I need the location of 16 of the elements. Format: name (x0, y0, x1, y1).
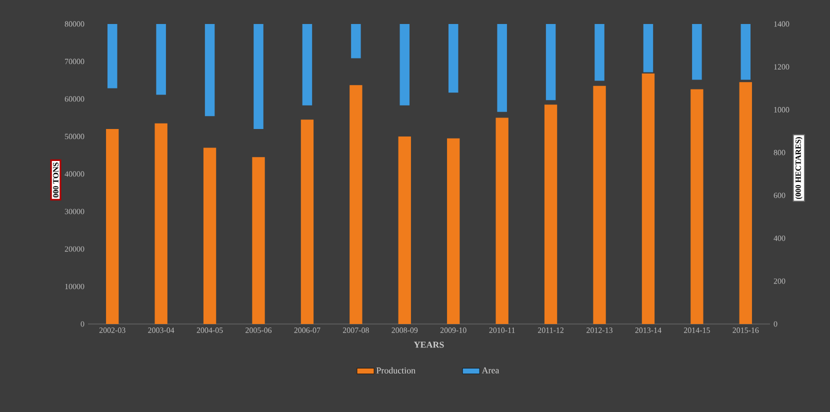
legend-label: Area (482, 367, 500, 374)
legend-label: Production (376, 367, 416, 374)
bar (154, 123, 168, 324)
bar (447, 138, 460, 324)
bar (252, 157, 265, 324)
bar (593, 86, 606, 324)
x-axis-title: YEARS (414, 342, 444, 348)
bar (496, 118, 508, 324)
bar (300, 120, 314, 324)
bar (106, 128, 119, 324)
bar (203, 148, 216, 324)
bar (739, 82, 752, 324)
bar (690, 89, 704, 324)
bar (398, 136, 411, 324)
bar (350, 85, 362, 324)
bar (544, 104, 558, 324)
